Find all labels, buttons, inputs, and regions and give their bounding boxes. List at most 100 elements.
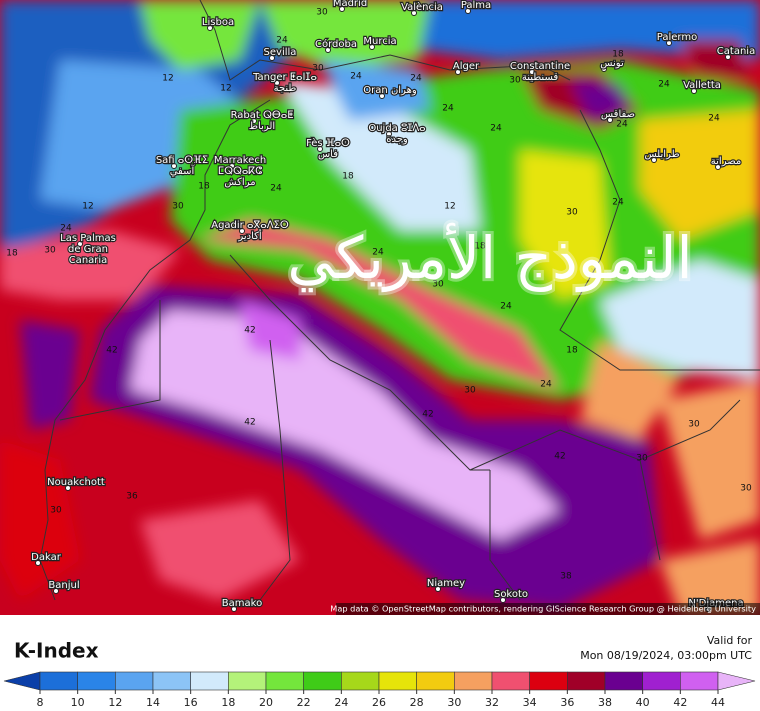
colorbar-tick-label: 24: [334, 696, 348, 709]
colorbar-arrow-low: [3, 671, 41, 691]
contour-label: 18: [6, 249, 18, 259]
colorbar-tick-label: 8: [37, 696, 44, 709]
city-label: Nouakchott: [47, 477, 105, 488]
contour-label: 24: [270, 184, 282, 194]
city-marker: [651, 157, 657, 163]
contour-label: 18: [342, 172, 354, 182]
contour-label: 30: [464, 386, 476, 396]
city-label: وجدة: [386, 134, 408, 145]
city-label: Dakar: [31, 552, 62, 563]
city-label: Oujda ⵓⵊⴷⴰ: [368, 123, 425, 134]
city-marker: [379, 93, 385, 99]
contour-label: 12: [82, 202, 93, 212]
colorbar-tick-label: 44: [711, 696, 725, 709]
city-marker: [269, 55, 275, 61]
city-label: طرابلس: [644, 149, 679, 160]
contour-label: 30: [688, 420, 700, 430]
colorbar-tick-label: 36: [560, 696, 574, 709]
colorbar-tick-label: 16: [184, 696, 198, 709]
colorbar-segment: [39, 671, 78, 691]
city-label: مراكش: [224, 177, 255, 188]
colorbar-segment: [228, 671, 267, 691]
colorbar-tick-label: 10: [71, 696, 85, 709]
city-marker: [35, 560, 41, 566]
contour-label: 24: [616, 120, 628, 130]
colorbar-tick-label: 28: [410, 696, 424, 709]
city-marker: [529, 69, 535, 75]
contour-label: 24: [60, 224, 72, 234]
colorbar-segment: [265, 671, 304, 691]
city-label: Valletta: [683, 80, 721, 91]
contour-label: 36: [126, 492, 138, 502]
contour-label: 24: [442, 104, 454, 114]
colorbar-segment: [115, 671, 154, 691]
city-marker: [607, 117, 613, 123]
contour-label: 24: [540, 380, 552, 390]
contour-label: 24: [612, 198, 624, 208]
contour-label: 30: [316, 8, 328, 18]
contour-label: 30: [432, 280, 444, 290]
colorbar-segment: [190, 671, 229, 691]
city-label: Lisboa: [202, 17, 234, 28]
city-label: أكادير: [237, 229, 262, 242]
colorbar-segment: [529, 671, 568, 691]
city-label: Palermo: [657, 32, 697, 43]
city-label: Canaria: [69, 255, 108, 266]
city-label: Palma: [461, 0, 491, 11]
contour-label: 24: [500, 302, 512, 312]
city-marker: [369, 44, 375, 50]
city-label: ⵎⵕⵕⴰⴽⵛ: [218, 166, 262, 177]
city-label: Constantine: [510, 61, 570, 72]
contour-label: 24: [658, 80, 670, 90]
contour-label: 18: [474, 242, 486, 252]
city-marker: [229, 163, 235, 169]
city-label: València: [401, 1, 443, 13]
city-label: Niamey: [427, 578, 465, 589]
city-marker: [274, 80, 280, 86]
city-label: Alger: [453, 61, 480, 72]
colorbar-segment: [491, 671, 530, 691]
city-marker: [455, 69, 461, 75]
city-label: طنجة: [274, 83, 297, 94]
colorbar-segment: [77, 671, 116, 691]
colorbar-segment: [341, 671, 380, 691]
city-label: الرباط: [249, 121, 275, 132]
city-marker: [325, 47, 331, 53]
contour-label: 18: [198, 182, 210, 192]
colorbar-tick-label: 30: [447, 696, 461, 709]
contour-label: 42: [554, 452, 565, 462]
colorbar-segment: [604, 671, 643, 691]
colorbar-arrow-high: [717, 671, 756, 691]
city-label: Tanger ⵟⴰⵏⵊⴰ: [252, 72, 317, 83]
colorbar-segment: [378, 671, 417, 691]
contour-label: 30: [50, 506, 62, 516]
city-marker: [691, 88, 697, 94]
legend-title: K-Index: [14, 639, 99, 663]
contour-label: 24: [490, 124, 502, 134]
city-marker: [251, 118, 257, 124]
contour-label: 24: [350, 72, 362, 82]
city-label: Sokoto: [494, 589, 528, 600]
colorbar-tick-label: 38: [598, 696, 612, 709]
contour-label: 24: [708, 114, 720, 124]
city-label: Bamako: [222, 598, 262, 609]
city-label: Safi ⴰⵙⴼⵉ: [156, 155, 208, 166]
contour-label: 38: [560, 572, 572, 582]
contour-label: 24: [410, 74, 422, 84]
contour-label: 42: [244, 418, 255, 428]
city-marker: [171, 163, 177, 169]
city-marker: [435, 586, 441, 592]
colorbar-tick-label: 32: [485, 696, 499, 709]
city-label: Rabat ⵕⴱⴰⵟ: [231, 110, 294, 121]
city-marker: [715, 164, 721, 170]
colorbar-tick-label: 18: [221, 696, 235, 709]
colorbar-tick-label: 14: [146, 696, 160, 709]
colorbar-segment: [680, 671, 719, 691]
contour-label: 30: [509, 76, 521, 86]
city-label: صفاقس: [601, 109, 635, 120]
valid-label: Valid for: [707, 634, 753, 647]
city-marker: [77, 241, 83, 247]
city-marker: [465, 8, 471, 14]
city-marker: [725, 54, 731, 60]
